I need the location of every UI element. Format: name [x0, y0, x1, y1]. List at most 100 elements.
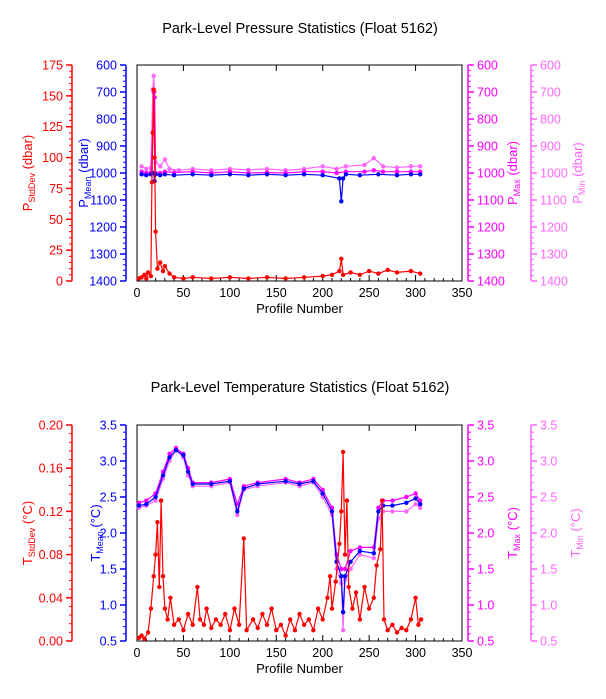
stddev-data-point [366, 268, 372, 274]
max-y-axis: 600 700 800 900 1000 1100 1200 1300 1400 PMax (db… [467, 59, 522, 289]
stddev-data-point [148, 606, 154, 611]
mean-data-point [339, 574, 344, 579]
stddev-data-point [399, 625, 404, 631]
min-tick-label: 1.0 [540, 599, 557, 613]
mean-data-point [357, 173, 363, 178]
stddev-data-point [348, 270, 353, 275]
mean-data-point [418, 172, 423, 177]
mean-tick-label: 1.5 [100, 563, 117, 577]
x-tick-label: 0 [134, 646, 141, 660]
min-tick-label: 600 [540, 59, 561, 73]
max-data-point [348, 548, 353, 554]
stddev-data-point [151, 87, 156, 92]
stddev-data-point [320, 273, 325, 279]
mean-tick-label: 900 [96, 140, 117, 154]
stddev-data-point [269, 606, 274, 611]
min-tick-label: 2.0 [540, 527, 557, 541]
min-data-point [371, 156, 376, 161]
x-axis-label: Profile Number [256, 661, 343, 676]
stddev-tick-label: 25 [49, 244, 63, 258]
stddev-data-point [283, 276, 288, 281]
min-data-point [246, 167, 251, 172]
stddev-y-axis: 0.00 0.04 0.08 0.12 0.16 0.20 TStdDev (°C) [20, 419, 73, 649]
max-data-point [339, 566, 344, 572]
stddev-data-point [329, 606, 335, 611]
max-series-line [141, 91, 421, 174]
max-tick-label: 1300 [477, 248, 505, 262]
min-data-point [394, 165, 400, 170]
stddev-tick-label: 0.08 [39, 548, 63, 562]
mean-series-line [138, 449, 421, 613]
mean-tick-label: 1200 [89, 221, 117, 235]
min-axis-label: TMin (°C) [568, 508, 585, 557]
mean-data-point [158, 173, 163, 178]
x-tick-label: 300 [405, 646, 426, 660]
stddev-data-point [162, 606, 168, 611]
stddev-data-point [148, 273, 154, 279]
max-data-point [362, 169, 367, 174]
mean-tick-label: 3.0 [100, 455, 117, 469]
min-y-axis: 0.5 1.0 1.5 2.0 2.5 3.0 3.5 TMin (°C) [530, 419, 585, 649]
mean-data-point [320, 491, 325, 496]
min-tick-label: 1100 [540, 194, 567, 208]
stddev-tick-label: 150 [42, 89, 63, 103]
mean-series [139, 170, 423, 204]
stddev-data-point [153, 552, 158, 557]
stddev-data-point [278, 622, 284, 627]
min-data-point [380, 164, 386, 169]
mean-tick-label: 1400 [89, 275, 117, 289]
stddev-data-point [292, 628, 298, 633]
stddev-data-point [197, 617, 203, 622]
max-data-point [404, 494, 409, 500]
max-data-point [376, 505, 381, 510]
stddev-series [136, 87, 423, 281]
stddev-data-point [344, 498, 350, 503]
stddev-data-point [181, 276, 186, 281]
stddev-data-point [288, 617, 293, 622]
max-tick-label: 1.5 [477, 563, 494, 577]
stddev-tick-label: 0.12 [39, 505, 63, 519]
max-axis-label: PMax (dbar) [505, 141, 522, 205]
stddev-data-point [394, 270, 400, 275]
mean-data-point [241, 486, 246, 491]
max-data-point [320, 487, 325, 492]
mean-data-point [144, 502, 149, 507]
mean-data-point [301, 172, 307, 177]
min-data-point [348, 566, 353, 572]
stddev-data-point [371, 595, 376, 600]
stddev-tick-label: 0.16 [39, 462, 63, 476]
pressure-chart: Park-Level Pressure Statistics (Float 51… [20, 21, 587, 316]
min-series-line [138, 449, 421, 631]
mean-tick-label: 1.0 [100, 599, 117, 613]
max-tick-label: 3.0 [477, 455, 494, 469]
stddev-data-point [218, 622, 223, 627]
stddev-data-point [160, 268, 166, 274]
max-tick-label: 600 [477, 59, 498, 73]
max-data-point [413, 491, 418, 496]
min-tick-label: 1000 [540, 167, 568, 181]
min-tick-label: 3.5 [540, 419, 557, 433]
min-data-point [418, 505, 423, 510]
stddev-data-point [283, 633, 288, 638]
stddev-data-point [158, 498, 164, 503]
stddev-data-point [149, 180, 155, 185]
stddev-data-point [181, 628, 186, 633]
max-tick-label: 0.5 [477, 635, 494, 649]
min-data-point [151, 73, 156, 79]
mean-tick-label: 600 [96, 59, 117, 73]
mean-data-point [337, 176, 342, 181]
max-data-point [390, 498, 395, 503]
temperature-chart-title: Park-Level Temperature Statistics (Float… [151, 380, 450, 396]
stddev-data-point [155, 520, 160, 525]
stddev-data-point [162, 264, 168, 269]
min-data-point [162, 157, 168, 162]
x-tick-label: 50 [176, 286, 190, 300]
min-tick-label: 1300 [540, 248, 568, 262]
mean-axis-label: PMean (dbar) [76, 138, 93, 207]
min-tick-label: 3.0 [540, 455, 557, 469]
min-data-point [390, 509, 395, 514]
min-tick-label: 1400 [540, 275, 568, 289]
stddev-series-line [138, 89, 421, 281]
stddev-data-point [209, 625, 214, 631]
min-data-point [235, 512, 240, 518]
